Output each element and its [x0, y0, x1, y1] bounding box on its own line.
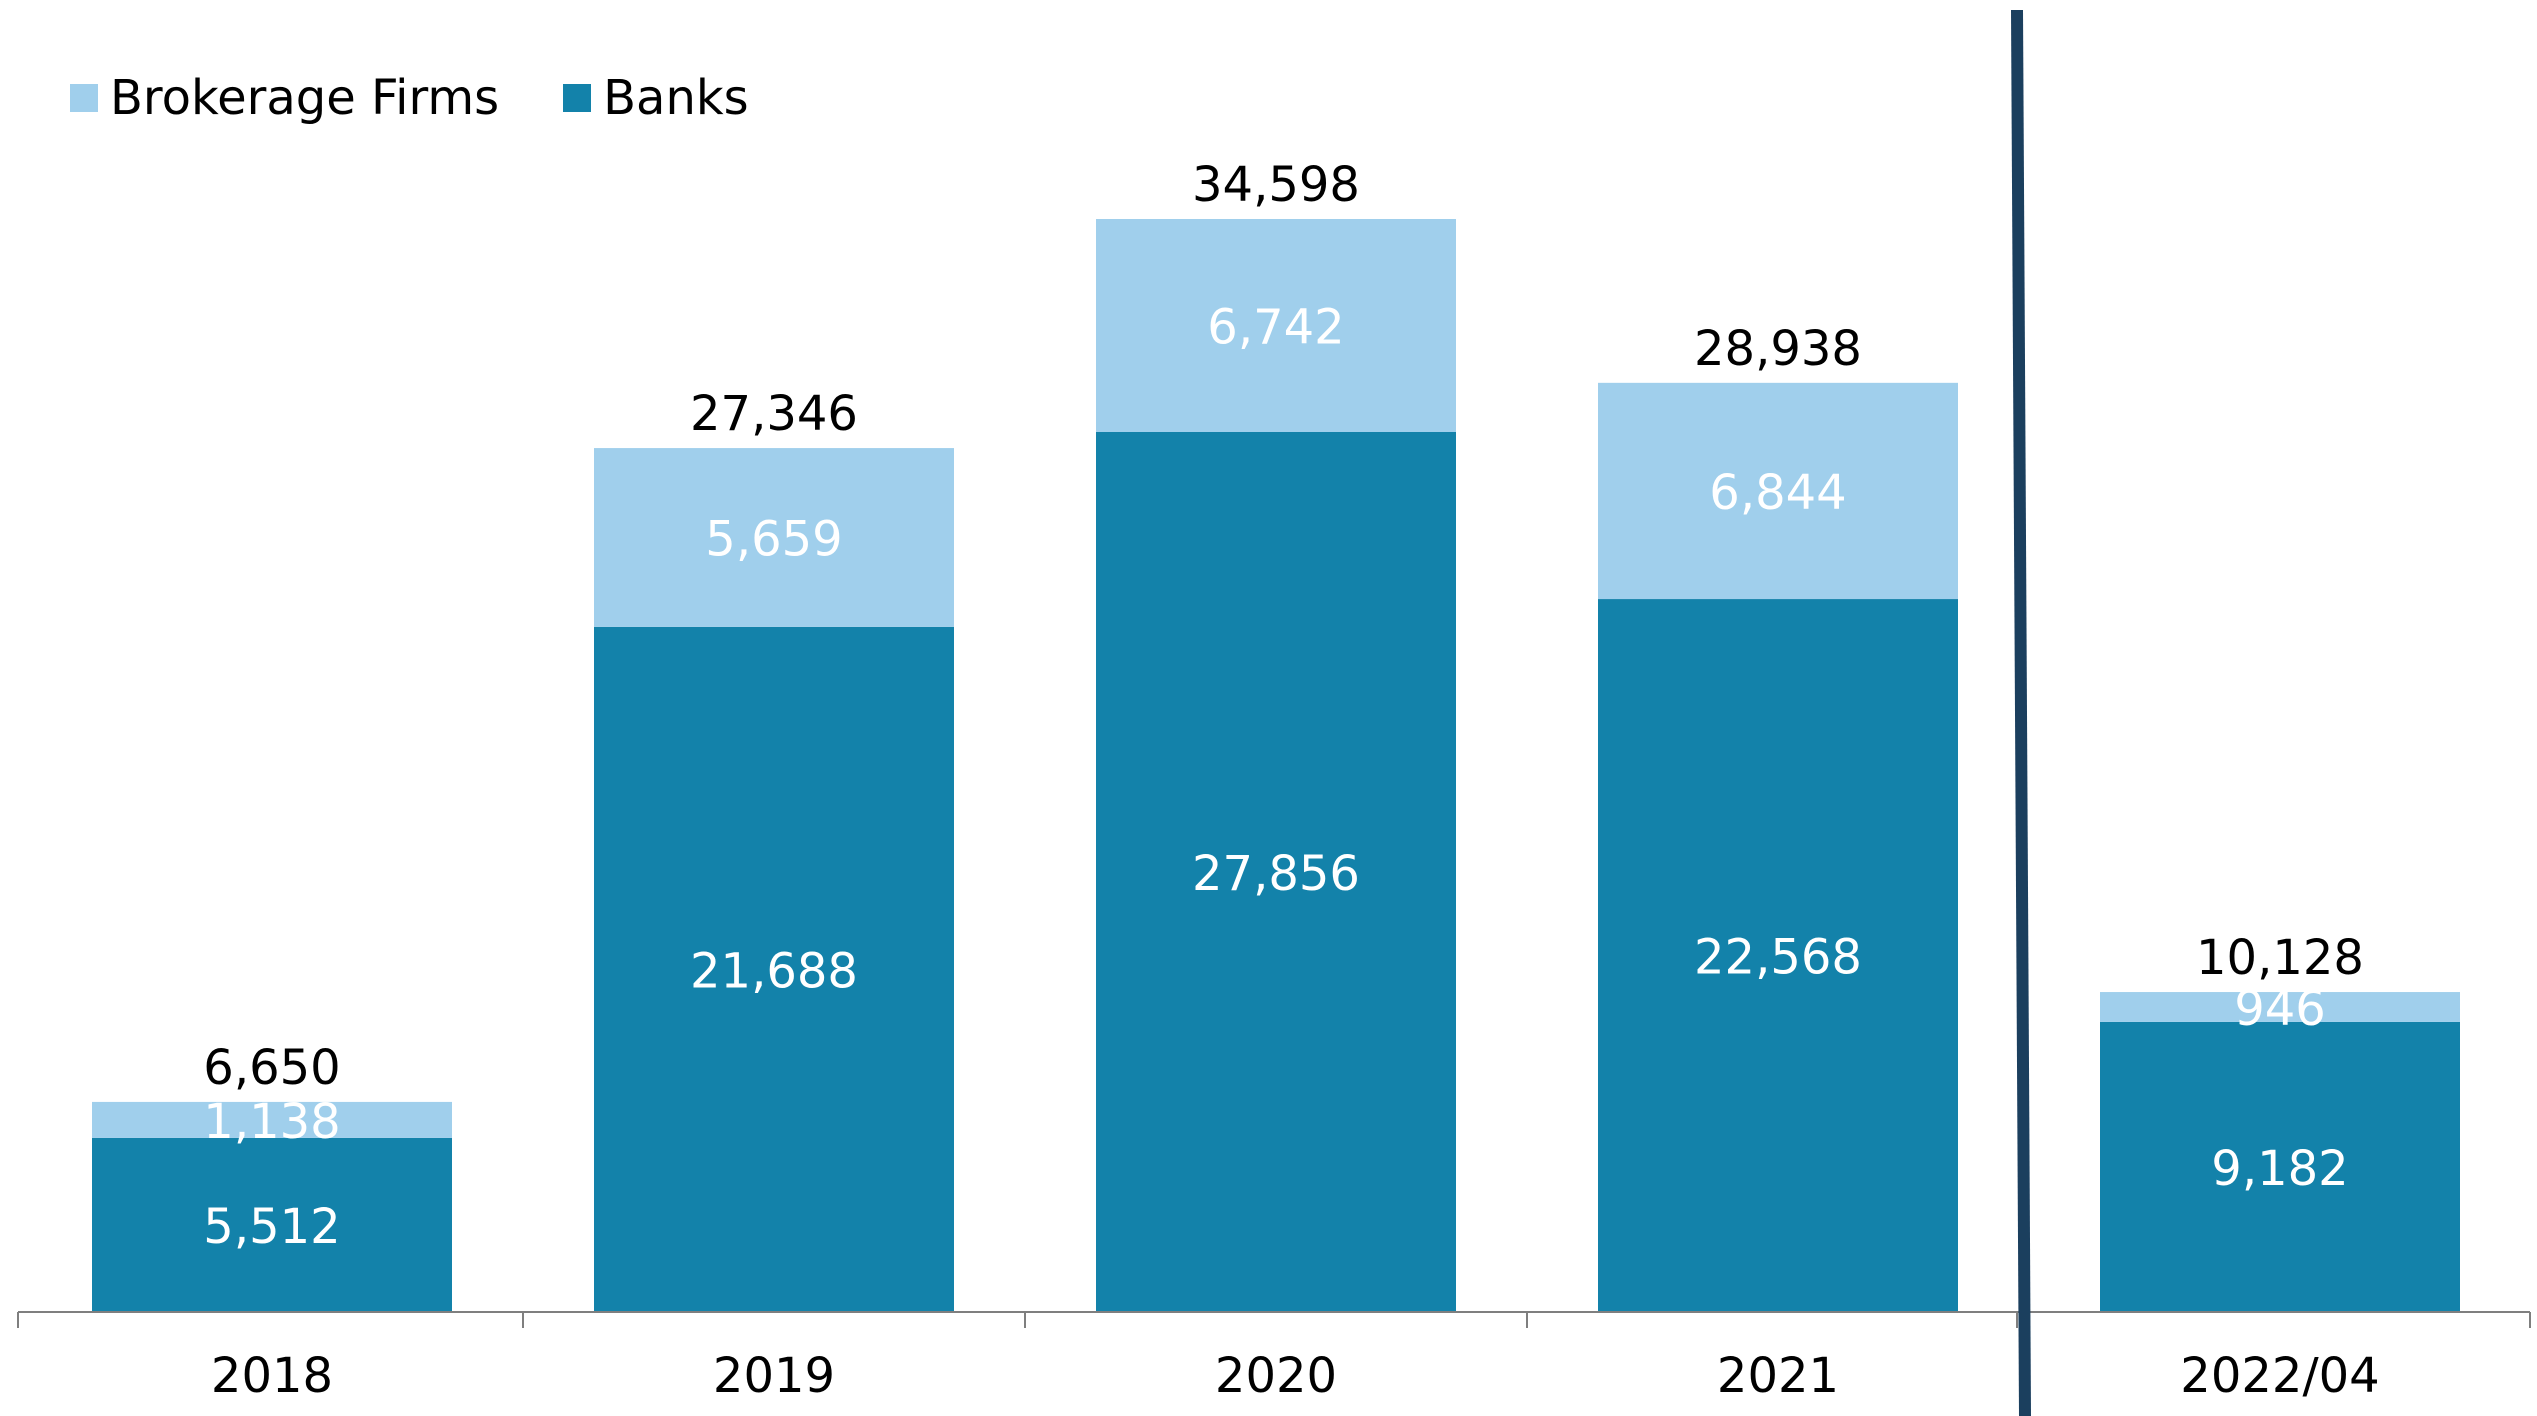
x-tick-label-2019: 2019 [713, 1348, 835, 1404]
label-brokerage-2019: 5,659 [705, 511, 842, 567]
label-total-2021: 28,938 [1694, 321, 1862, 377]
label-total-2018: 6,650 [203, 1040, 340, 1096]
bar-brokerage-2018 [92, 1101, 452, 1138]
label-brokerage-2020: 6,742 [1207, 299, 1344, 355]
legend-item-banks: Banks [563, 70, 749, 126]
x-tick-label-2021: 2021 [1717, 1348, 1839, 1404]
label-brokerage-2022-04: 946 [2234, 981, 2326, 1037]
legend-item-brokerage-firms: Brokerage Firms [70, 70, 499, 126]
legend-label-brokerage-firms: Brokerage Firms [110, 70, 500, 126]
bar-banks-2021 [1598, 599, 1958, 1312]
bar-brokerage-2020 [1096, 219, 1456, 432]
label-banks-2018: 5,512 [203, 1199, 340, 1255]
label-total-2020: 34,598 [1192, 157, 1360, 213]
period-separator-line [2011, 9, 2031, 1416]
bar-banks-2020 [1096, 431, 1456, 1312]
bar-banks-2018 [92, 1137, 452, 1312]
label-total-2019: 27,346 [690, 386, 858, 442]
bar-brokerage-2022-04 [2100, 992, 2460, 1022]
label-banks-2020: 27,856 [1192, 846, 1360, 902]
legend: Brokerage Firms Banks [70, 70, 813, 126]
label-banks-2022-04: 9,182 [2211, 1141, 2348, 1197]
bar-banks-2022-04 [2100, 1021, 2460, 1312]
legend-swatch-banks [563, 84, 592, 112]
bar-brokerage-2021 [1598, 382, 1958, 600]
label-total-2022-04: 10,128 [2196, 930, 2364, 986]
label-brokerage-2018: 1,138 [203, 1094, 340, 1150]
x-tick-label-2018: 2018 [211, 1348, 333, 1404]
label-banks-2021: 22,568 [1694, 930, 1862, 986]
label-brokerage-2021: 6,844 [1709, 465, 1846, 521]
label-banks-2019: 21,688 [690, 943, 858, 999]
x-tick-label-2020: 2020 [1215, 1348, 1337, 1404]
x-tick-label-2022-04: 2022/04 [2180, 1348, 2379, 1404]
bar-banks-2019 [594, 626, 954, 1312]
legend-label-banks: Banks [603, 70, 749, 126]
legend-swatch-brokerage-firms [70, 84, 98, 112]
bar-brokerage-2019 [594, 448, 954, 627]
